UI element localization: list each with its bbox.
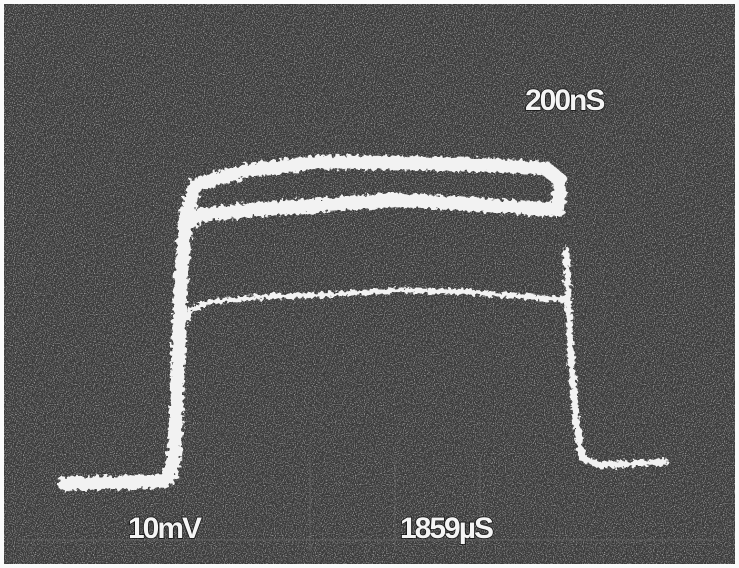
lower-trace <box>179 287 571 333</box>
volts-label: 10mV <box>128 512 202 545</box>
graticule <box>20 460 720 550</box>
traces <box>58 155 672 491</box>
falling-edge <box>562 246 672 469</box>
timebase-label: 200nS <box>525 84 604 117</box>
upper-trace <box>58 155 567 491</box>
screen-noise <box>4 4 735 564</box>
time-label: 1859µS <box>400 512 493 545</box>
